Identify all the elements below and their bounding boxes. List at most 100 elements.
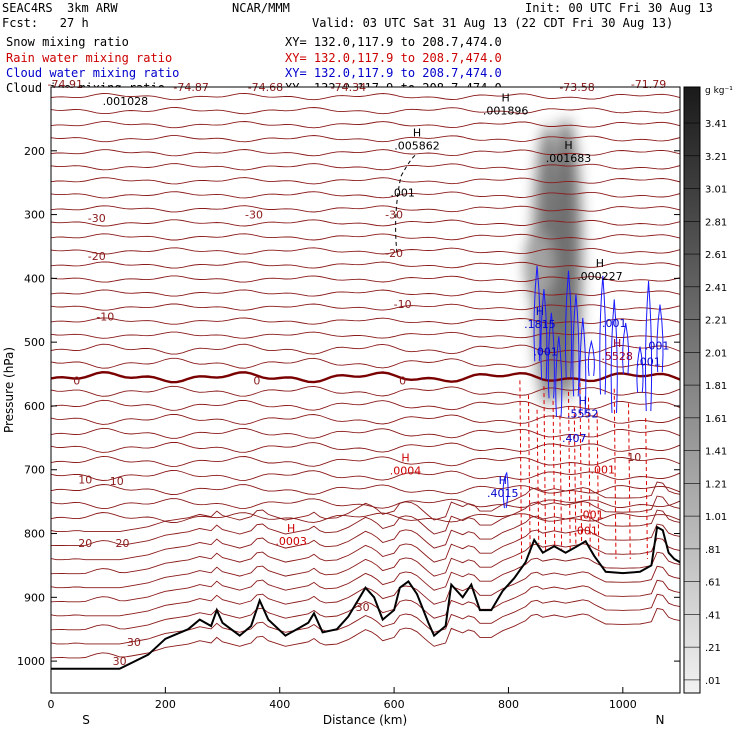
isotherm-line	[51, 523, 680, 575]
cloud-water-contour	[645, 280, 653, 412]
isotherm-line	[51, 247, 680, 255]
snow-contour	[395, 153, 418, 253]
isotherm-line	[51, 121, 680, 129]
temperature-label: 20	[115, 537, 129, 550]
isotherm-line	[51, 551, 680, 603]
colorbar-label: .81	[705, 545, 721, 556]
zero-isotherm	[51, 370, 680, 384]
isotherm-line	[51, 470, 680, 481]
contour-label: .001	[636, 355, 661, 368]
isotherm-line	[51, 289, 680, 297]
extremum-value: .0004	[390, 465, 422, 478]
valid-time: Valid: 03 UTC Sat 31 Aug 13 (22 CDT Fri …	[312, 16, 674, 30]
rain-water-contour	[536, 409, 540, 545]
temperature-label: 0	[253, 374, 260, 387]
temperature-label: 30	[113, 655, 127, 668]
contour-label: .001	[579, 508, 604, 521]
field-xy-rain: XY= 132.0,117.9 to 208.7,474.0	[285, 51, 502, 65]
isotherm-line	[51, 427, 680, 439]
terrain-line	[51, 525, 680, 670]
isotherm-line	[51, 205, 680, 213]
plot-frame	[50, 86, 681, 694]
contour-label: .001	[645, 339, 670, 352]
temperature-label: 0	[399, 374, 406, 387]
field-label-cloud-water: Cloud water mixing ratio	[6, 66, 180, 80]
colorbar-label: .01	[705, 676, 721, 687]
extremum-value: .001896	[483, 104, 529, 117]
extremum-value: .5552	[567, 407, 599, 420]
isotherm-line	[51, 135, 680, 143]
isotherm-line	[51, 498, 680, 510]
field-label-rain: Rain water mixing ratio	[6, 51, 173, 65]
init-time: Init: 00 UTC Fri 30 Aug 13	[525, 1, 713, 15]
contour-label: .001	[602, 317, 627, 330]
isotherm-line	[51, 607, 680, 659]
field-label-snow: Snow mixing ratio	[6, 35, 129, 49]
cloud-water-contour	[610, 299, 618, 413]
rain-water-contour	[613, 388, 617, 560]
field-xy-cloud-water: XY= 132.0,117.9 to 208.7,474.0	[285, 66, 502, 80]
terrain-profile	[51, 525, 680, 670]
colorbar-label: 1.21	[705, 479, 727, 490]
colorbar-label: 2.61	[705, 250, 727, 261]
temperature-label: -71.79	[631, 78, 666, 91]
x-tick-label: 1000	[609, 698, 637, 711]
y-tick-label: 400	[24, 272, 45, 285]
colorbar: 3.41 3.21 3.01 2.81 2.61 2.41 2.21 2.01 1.81 1.61…	[683, 86, 733, 694]
extremum-marker: H	[501, 91, 509, 104]
rain-water-contour	[588, 397, 591, 547]
rain-water-contour	[579, 382, 583, 545]
isotherm-line	[51, 413, 680, 425]
isotherm-line	[51, 275, 680, 283]
x-end-label-north: N	[656, 713, 665, 727]
temperature-label: 10	[78, 473, 92, 486]
contour-label: .001	[573, 524, 598, 537]
extremum-marker: H	[579, 394, 587, 407]
colorbar-label: 1.41	[705, 447, 727, 458]
y-tick-label: 500	[24, 336, 45, 349]
contour-label: .001	[533, 346, 558, 359]
isotherm-line	[51, 149, 680, 157]
cloud-water-contour	[636, 346, 644, 393]
colorbar-label: 2.01	[705, 348, 727, 359]
rain-water-contour	[573, 406, 577, 548]
temperature-label: 20	[78, 537, 92, 550]
extremum-marker: H	[536, 305, 544, 318]
temperature-label: -10	[394, 298, 412, 311]
cloud-water-contour	[572, 294, 580, 397]
colorbar-unit: g kg⁻¹	[705, 86, 733, 96]
colorbar-label: .41	[705, 610, 721, 621]
isotherm-line	[51, 191, 680, 199]
x-tick-label: 600	[384, 698, 405, 711]
colorbar-ramp	[683, 86, 701, 694]
isotherm-line	[51, 537, 680, 589]
temperature-label: 30	[356, 601, 370, 614]
isotherm-line	[51, 593, 680, 645]
y-tick-label: 600	[24, 400, 45, 413]
isotherm-line	[51, 219, 680, 227]
y-tick-label: 700	[24, 464, 45, 477]
extremum-value: .001683	[546, 152, 592, 165]
temperature-label: 10	[110, 475, 124, 488]
cloud-water-contour	[587, 339, 595, 377]
temperature-label: -10	[96, 311, 114, 324]
x-tick-label: 200	[155, 698, 176, 711]
y-tick-label: 300	[24, 209, 45, 222]
contour-label: .407	[562, 432, 587, 445]
isotherm-line	[51, 92, 680, 101]
colorbar-label: 2.81	[705, 217, 727, 228]
extremum-marker: H	[564, 139, 572, 152]
isotherm-line	[51, 481, 680, 533]
isotherm-line	[51, 385, 680, 397]
isotherm-line	[51, 177, 680, 185]
isotherm-line	[51, 495, 680, 547]
isotherm-line	[51, 317, 680, 325]
forecast-hour: Fcst: 27 h	[2, 16, 89, 30]
extremum-value: .4015	[487, 487, 519, 500]
extremum-marker: H	[413, 126, 421, 139]
temperature-label: -30	[385, 209, 403, 222]
x-tick-label: 0	[48, 698, 55, 711]
rain-water-contour	[552, 400, 556, 547]
